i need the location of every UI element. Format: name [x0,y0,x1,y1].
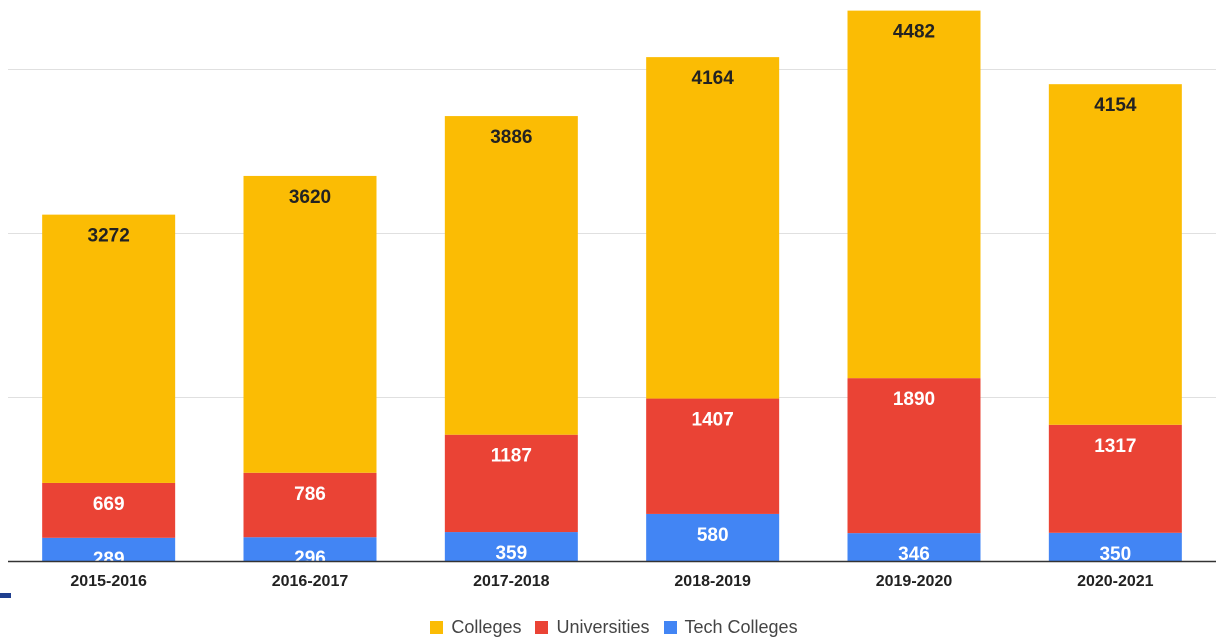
legend-label: Tech Colleges [684,617,798,637]
x-tick-2015-2016: 2015-2016 [70,573,147,590]
data-label-colleges-2015-2016: 3272 [88,226,130,247]
data-label-tech-colleges-2018-2019: 580 [697,525,729,546]
x-tick-2018-2019: 2018-2019 [674,573,751,590]
bar-universities-2020-2021 [1048,424,1182,533]
x-tick-2016-2017: 2016-2017 [272,573,349,590]
legend-item-universities: Universities [535,617,650,638]
bar-universities-2019-2020 [847,378,981,534]
bar-colleges-2020-2021 [1048,84,1182,425]
bar-tech-colleges-2016-2017 [243,537,377,562]
legend-swatch [663,621,677,634]
bar-universities-2018-2019 [646,398,780,514]
data-label-colleges-2016-2017: 3620 [289,187,331,208]
bar-colleges-2019-2020 [847,10,981,379]
legend-item-colleges: Colleges [430,617,521,638]
bar-tech-colleges-2018-2019 [646,513,780,562]
legend-label: Colleges [451,617,522,637]
data-label-universities-2018-2019: 1407 [692,410,734,431]
data-label-universities-2017-2018: 1187 [491,446,532,467]
data-label-colleges-2020-2021: 4154 [1094,95,1137,116]
x-tick-labels: 2015-2016 2016-2017 2017-2018 2018-2019 2019… [70,573,1153,590]
bar-colleges-2017-2018 [444,116,578,435]
bar-tech-colleges-2015-2016 [42,537,176,562]
data-label-tech-colleges-2016-2017: 296 [294,548,326,569]
bar-universities-2016-2017 [243,472,377,538]
legend-swatch [535,621,549,634]
bar-colleges-2016-2017 [243,175,377,473]
bar-universities-2017-2018 [444,434,578,533]
corner-mark [0,593,11,598]
data-label-universities-2019-2020: 1890 [893,389,935,410]
legend-swatch [430,621,444,634]
data-label-colleges-2019-2020: 4482 [893,22,935,43]
bar-colleges-2018-2019 [646,57,780,399]
bar-tech-colleges-2020-2021 [1048,532,1182,562]
data-label-colleges-2018-2019: 4164 [692,68,735,89]
bar-colleges-2015-2016 [42,214,176,483]
bar-universities-2015-2016 [42,482,176,538]
bar-tech-colleges-2019-2020 [847,533,981,562]
data-label-tech-colleges-2017-2018: 359 [495,543,527,564]
data-label-colleges-2017-2018: 3886 [490,127,532,148]
legend-item-tech-colleges: Tech Colleges [663,617,798,638]
gridlines [8,69,1216,398]
legend-label: Universities [556,617,650,637]
data-label-tech-colleges-2015-2016: 289 [93,549,125,570]
data-label-tech-colleges-2020-2021: 350 [1099,544,1131,565]
legend: Colleges Universities Tech Colleges [0,617,1228,638]
data-label-universities-2020-2021: 1317 [1094,436,1136,457]
bar-tech-colleges-2017-2018 [444,532,578,562]
x-tick-2020-2021: 2020-2021 [1077,573,1154,590]
data-label-universities-2015-2016: 669 [93,494,125,515]
data-labels: 289 669 3272 296 786 3620 359 1187 3886 580 1407 41… [88,22,1137,570]
x-tick-2019-2020: 2019-2020 [876,573,953,590]
data-label-universities-2016-2017: 786 [294,484,326,505]
x-tick-2017-2018: 2017-2018 [473,573,550,590]
data-label-tech-colleges-2019-2020: 346 [898,544,930,565]
bars [42,10,1182,562]
